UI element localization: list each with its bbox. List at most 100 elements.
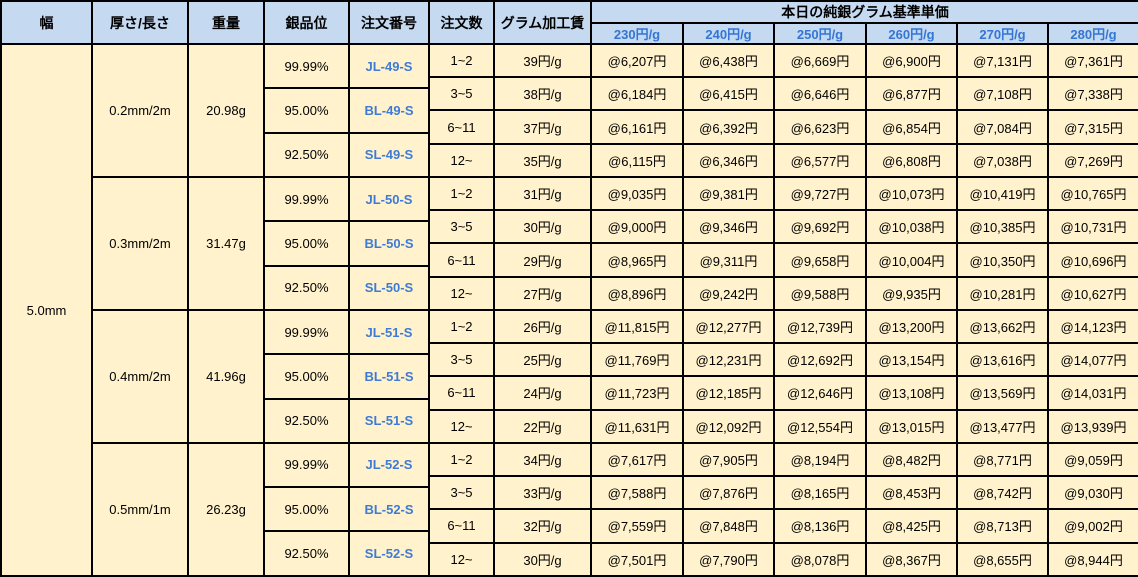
price-cell: @7,131円 — [956, 42, 1049, 79]
price-cell: @8,896円 — [590, 275, 684, 311]
table-row: 95.00% BL-52-S — [1, 486, 1138, 533]
price-cell: @13,616円 — [956, 342, 1049, 378]
order-qty-cell: 3~5 — [428, 76, 495, 112]
table-row: 3~5 33円/g @7,588円 @7,876円 @8,165円 @8,453円 @8,7… — [1, 475, 1138, 511]
order-qty-cell: 6~11 — [428, 375, 495, 411]
gram-fee-cell: 33円/g — [493, 475, 592, 511]
table-row: 92.50% SL-50-S — [1, 264, 1138, 311]
purity-cell: 92.50% — [263, 264, 350, 311]
price-cell: @12,554円 — [773, 408, 867, 444]
order-qty-cell: 1~2 — [428, 441, 495, 478]
table-row: 5.0mm 0.2mm/2m 20.98g 99.99% JL-49-S 1~2 39円/g… — [0, 42, 1138, 577]
price-cell: @8,078円 — [773, 541, 867, 577]
price-cell: @8,742円 — [956, 475, 1049, 511]
table-row: 6~11 29円/g @8,965円 @9,311円 @9,658円 @10,004円 @1… — [1, 242, 1138, 278]
price-cell: @6,808円 — [865, 142, 958, 178]
col-header-thickness-length: 厚さ/長さ — [91, 0, 189, 45]
price-cell: @6,877円 — [865, 76, 958, 112]
weight-cell: 26.23g — [187, 441, 265, 577]
price-cell: @12,739円 — [773, 308, 867, 345]
price-cell: @6,900円 — [865, 42, 958, 79]
price-cell: @8,482円 — [865, 441, 958, 478]
order-qty-cell: 1~2 — [428, 175, 495, 212]
order-no-link[interactable]: JL-51-S — [348, 308, 430, 356]
price-cell: @9,727円 — [773, 175, 867, 212]
order-no-link[interactable]: SL-50-S — [348, 264, 430, 311]
price-cell: @6,184円 — [590, 76, 684, 112]
price-cell: @7,876円 — [682, 475, 775, 511]
thickness-length-cell: 0.4mm/2m — [91, 308, 189, 444]
order-no-link[interactable]: SL-52-S — [348, 530, 430, 577]
price-cell: @13,015円 — [865, 408, 958, 444]
header-row-tiers: 230円/g 240円/g 250円/g 260円/g 270円/g 280円/… — [1, 22, 1138, 45]
order-no-link[interactable]: SL-49-S — [348, 131, 430, 178]
price-cell: @8,944円 — [1047, 541, 1138, 577]
order-qty-cell: 6~11 — [428, 508, 495, 544]
col-header-price-group: 本日の純銀グラム基準単価 — [590, 0, 1138, 24]
thickness-length-cell: 0.5mm/1m — [91, 441, 189, 577]
price-cell: @6,161円 — [590, 109, 684, 145]
gram-fee-cell: 25円/g — [493, 342, 592, 378]
table-row: 6~11 24円/g @11,723円 @12,185円 @12,646円 @13,108… — [1, 375, 1138, 411]
price-cell: @10,350円 — [956, 242, 1049, 278]
price-cell: @6,415円 — [682, 76, 775, 112]
price-cell: @7,588円 — [590, 475, 684, 511]
price-cell: @7,905円 — [682, 441, 775, 478]
order-qty-cell: 6~11 — [428, 109, 495, 145]
price-cell: @10,765円 — [1047, 175, 1138, 212]
price-cell: @8,713円 — [956, 508, 1049, 544]
price-cell: @11,631円 — [590, 408, 684, 444]
price-cell: @11,769円 — [590, 342, 684, 378]
table-row: 0.5mm/1m 26.23g 99.99% JL-52-S 1~2 34円/g @7,61… — [1, 441, 1138, 577]
gram-fee-cell: 27円/g — [493, 275, 592, 311]
gram-fee-cell: 24円/g — [493, 375, 592, 411]
price-cell: @6,392円 — [682, 109, 775, 145]
price-cell: @9,346円 — [682, 209, 775, 245]
price-cell: @10,281円 — [956, 275, 1049, 311]
table-row: 0.4mm/2m 41.96g 99.99% JL-51-S 1~2 26円/g @11,8… — [1, 308, 1138, 444]
price-cell: @6,623円 — [773, 109, 867, 145]
gram-fee-cell: 32円/g — [493, 508, 592, 544]
table-row: 92.50% SL-49-S — [1, 131, 1138, 178]
price-cell: @12,231円 — [682, 342, 775, 378]
order-no-link[interactable]: JL-50-S — [348, 175, 430, 223]
purity-cell: 95.00% — [263, 486, 350, 533]
price-cell: @12,646円 — [773, 375, 867, 411]
purity-cell: 99.99% — [263, 42, 350, 90]
price-cell: @11,815円 — [590, 308, 684, 345]
table-row: 12~ 35円/g @6,115円 @6,346円 @6,577円 @6,808円 @7,0… — [1, 142, 1138, 178]
price-cell: @7,108円 — [956, 76, 1049, 112]
price-cell: @10,731円 — [1047, 209, 1138, 245]
table-row: 12~ 27円/g @8,896円 @9,242円 @9,588円 @9,935円 @10,… — [1, 275, 1138, 311]
price-cell: @7,790円 — [682, 541, 775, 577]
order-no-link[interactable]: JL-49-S — [348, 42, 430, 90]
purity-cell: 92.50% — [263, 131, 350, 178]
price-cell: @13,939円 — [1047, 408, 1138, 444]
order-no-link[interactable]: BL-51-S — [348, 353, 430, 400]
col-header-tier-240: 240円/g — [682, 22, 775, 45]
price-cell: @8,367円 — [865, 541, 958, 577]
gram-fee-cell: 38円/g — [493, 76, 592, 112]
price-cell: @10,627円 — [1047, 275, 1138, 311]
table-body: 5.0mm 0.2mm/2m 20.98g 99.99% JL-49-S 1~2 39円/g… — [0, 42, 1138, 577]
order-no-link[interactable]: JL-52-S — [348, 441, 430, 489]
order-no-link[interactable]: BL-52-S — [348, 486, 430, 533]
order-no-link[interactable]: BL-49-S — [348, 87, 430, 134]
col-header-tier-270: 270円/g — [956, 22, 1049, 45]
price-cell: @6,669円 — [773, 42, 867, 79]
price-cell: @8,136円 — [773, 508, 867, 544]
col-header-width: 幅 — [0, 0, 93, 45]
order-no-link[interactable]: BL-50-S — [348, 220, 430, 267]
gram-fee-cell: 31円/g — [493, 175, 592, 212]
table-header: 幅 厚さ/長さ 重量 銀品位 注文番号 注文数 グラム加工賃 本日の純銀グラム基… — [0, 0, 1138, 45]
purity-cell: 95.00% — [263, 220, 350, 267]
purity-cell: 95.00% — [263, 353, 350, 400]
price-cell: @8,425円 — [865, 508, 958, 544]
price-cell: @13,154円 — [865, 342, 958, 378]
table-row: 12~ 30円/g @7,501円 @7,790円 @8,078円 @8,367円 @8,6… — [1, 541, 1138, 577]
table-row: 3~5 38円/g @6,184円 @6,415円 @6,646円 @6,877円 @7,1… — [1, 76, 1138, 112]
price-cell: @12,277円 — [682, 308, 775, 345]
order-no-link[interactable]: SL-51-S — [348, 397, 430, 444]
price-cell: @8,771円 — [956, 441, 1049, 478]
